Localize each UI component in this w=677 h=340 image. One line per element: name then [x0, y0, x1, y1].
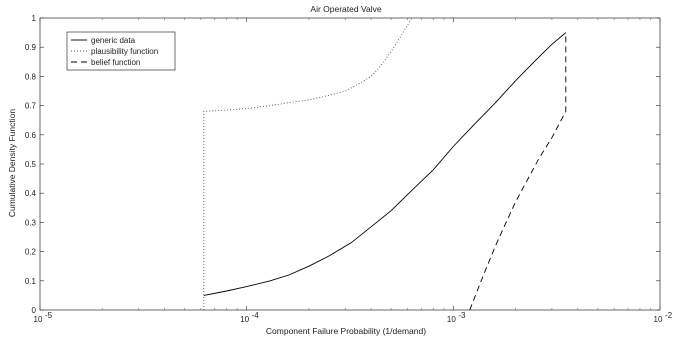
y-tick-label: 0.6: [25, 131, 37, 140]
x-tick-label: 10: [240, 315, 249, 324]
y-tick-label: 0.5: [25, 160, 37, 169]
series-generic-data: [203, 32, 567, 296]
y-tick-label: 0.2: [25, 248, 37, 257]
y-tick-label: 0.4: [25, 189, 37, 198]
series-plausibility-function: [203, 17, 413, 310]
legend: generic data plausibility function belie…: [66, 31, 176, 71]
x-tick-exponent: -3: [458, 311, 466, 320]
y-tick-label: 0.1: [25, 277, 37, 286]
y-axis-title: Cumulative Density Function: [7, 109, 17, 217]
series-layer: [203, 17, 567, 311]
x-axis-title: Component Failure Probability (1/demand): [266, 326, 426, 336]
legend-box: [66, 31, 176, 71]
x-tick-exponent: -4: [252, 311, 260, 320]
chart-title: Air Operated Valve: [310, 4, 381, 14]
y-tick-label: 0.9: [25, 43, 37, 52]
y-tick-label: 0: [32, 306, 37, 315]
x-tick-label: 10: [447, 315, 456, 324]
x-tick-label: 10: [654, 315, 663, 324]
y-tick-label: 0.8: [25, 72, 37, 81]
x-axis-ticks: 10 -5 10 -4 10 -3 10 -2: [34, 18, 673, 324]
y-axis-ticks: 0 0.1 0.2 0.3 0.4 0.5 0.6 0.7 0.8 0.9 1: [25, 14, 660, 315]
x-tick-exponent: -5: [45, 311, 53, 320]
y-tick-label: 0.3: [25, 218, 37, 227]
series-belief-function: [469, 32, 567, 311]
x-tick-exponent: -2: [665, 311, 673, 320]
x-tick-label: 10: [34, 315, 43, 324]
y-tick-label: 1: [32, 14, 37, 23]
legend-label-plausibility-function: plausibility function: [91, 47, 158, 56]
legend-label-generic-data: generic data: [91, 36, 136, 45]
y-tick-label: 0.7: [25, 102, 37, 111]
legend-label-belief-function: belief function: [91, 58, 140, 67]
